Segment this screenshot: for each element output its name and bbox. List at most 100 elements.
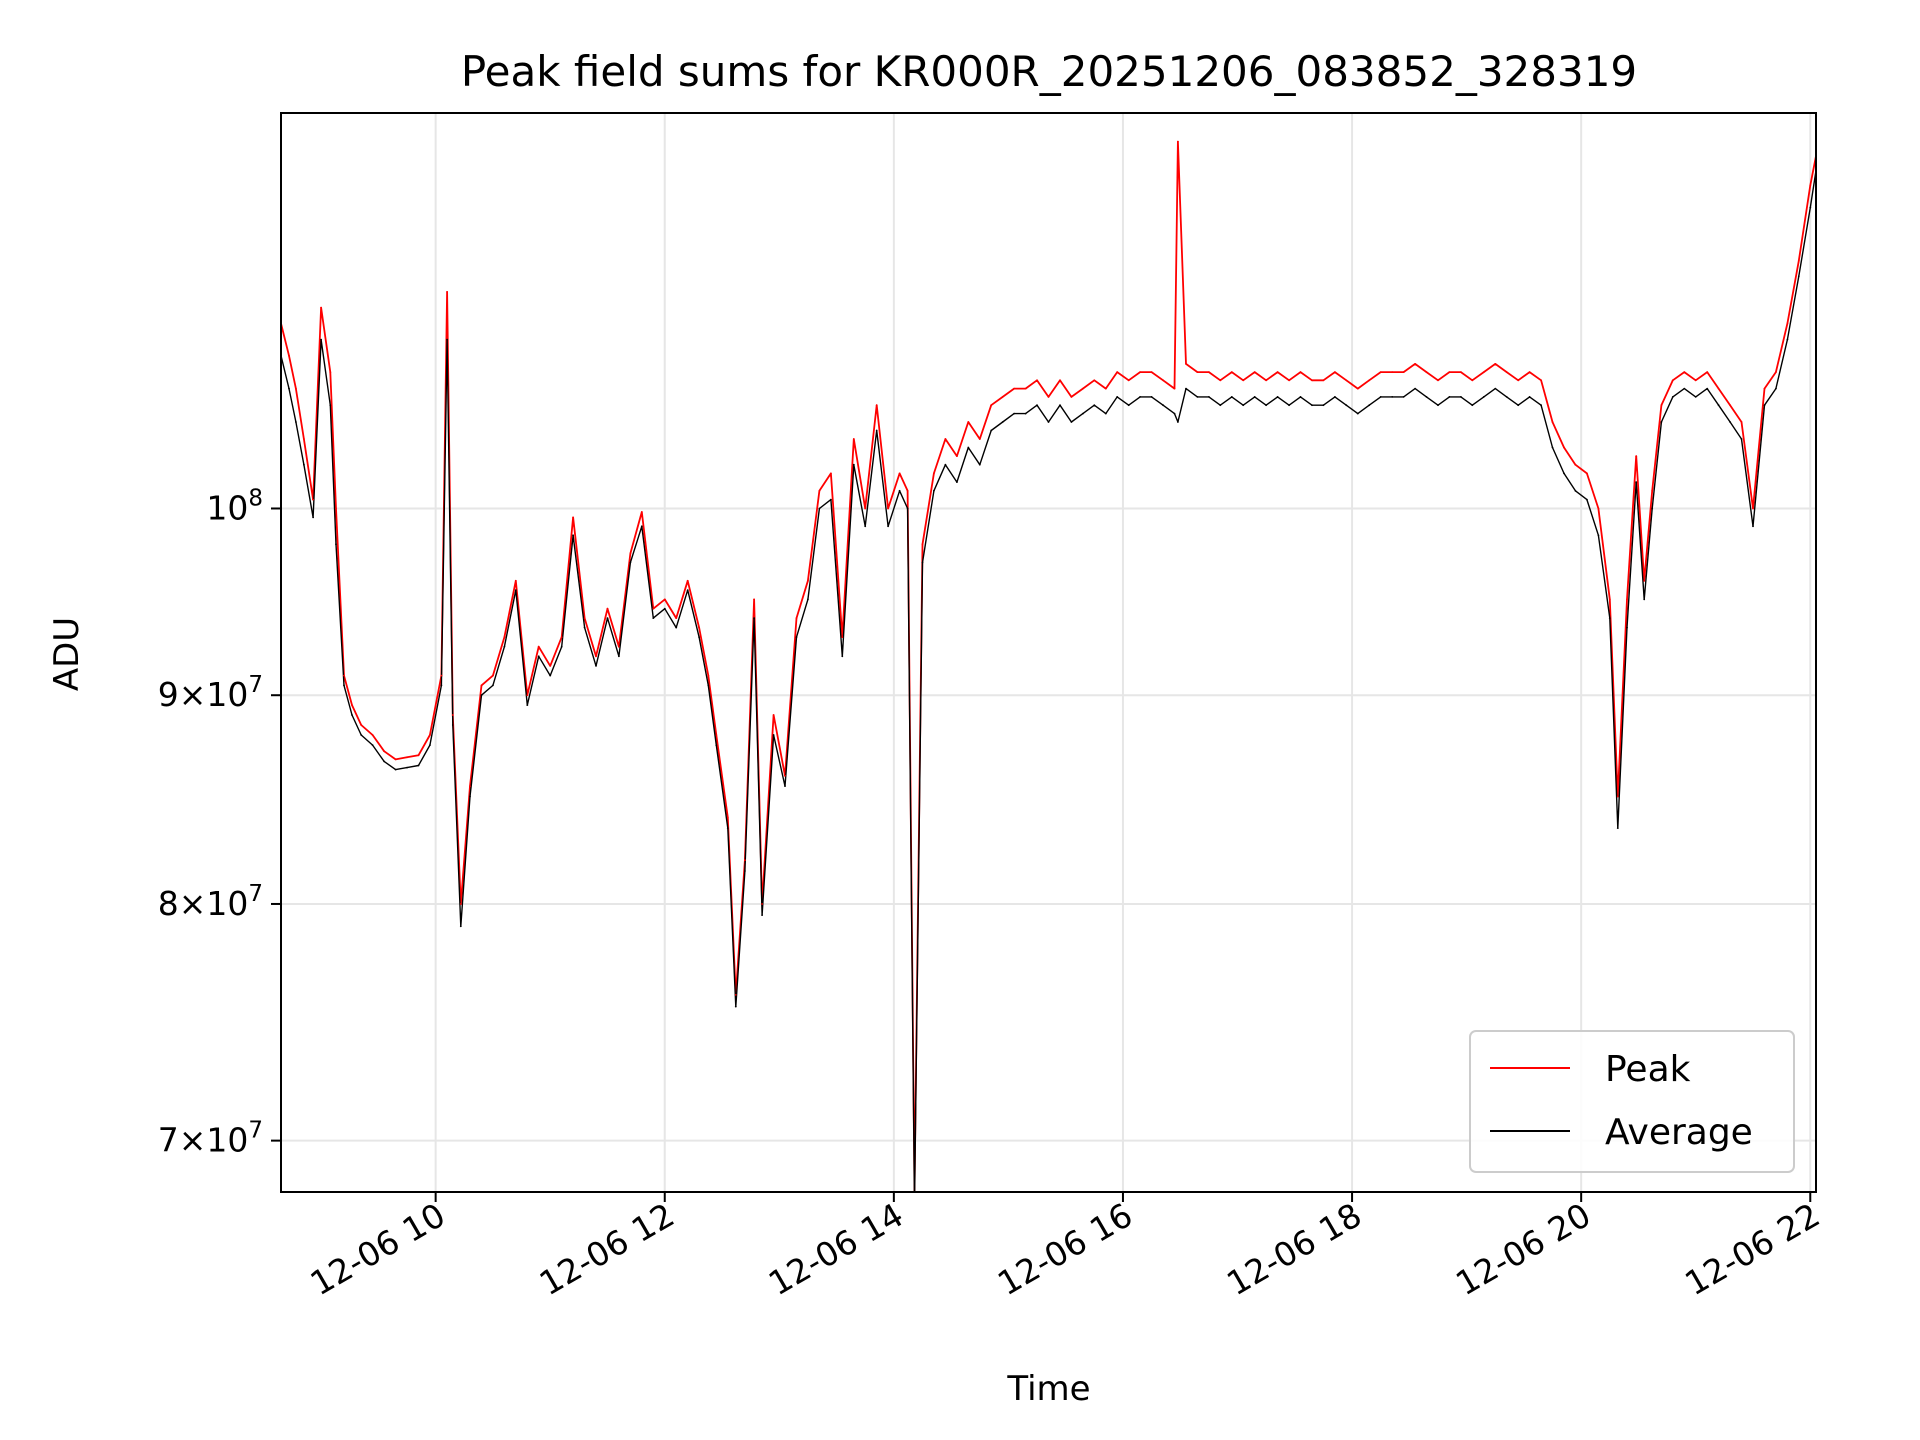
- y-tick-label: 8×107: [158, 881, 263, 923]
- data-point-average: [1608, 617, 1611, 619]
- data-point-average: [1471, 404, 1474, 407]
- data-point-average: [1276, 396, 1279, 398]
- data-point-average: [807, 598, 809, 601]
- data-point-peak: [990, 404, 993, 407]
- data-point-average: [990, 429, 993, 432]
- data-point-average: [887, 525, 889, 528]
- data-point-peak: [1379, 371, 1382, 373]
- data-point-peak: [1368, 379, 1371, 382]
- data-point-peak: [1425, 371, 1428, 373]
- data-point-average: [1185, 387, 1187, 390]
- x-axis-label: Time: [1006, 1369, 1090, 1409]
- data-point-peak: [629, 552, 632, 555]
- data-point-peak: [1460, 371, 1462, 373]
- data-point-peak: [1660, 404, 1663, 407]
- data-point-average: [288, 387, 290, 390]
- data-point-peak: [652, 607, 655, 610]
- data-point-average: [1763, 404, 1766, 407]
- data-point-average: [1425, 396, 1428, 398]
- data-point-average: [1345, 404, 1348, 407]
- data-point-peak: [537, 645, 540, 648]
- data-point-peak: [956, 455, 958, 457]
- data-point-peak: [772, 714, 775, 716]
- data-point-peak: [753, 598, 755, 601]
- data-point-peak: [640, 511, 643, 513]
- data-point-average: [394, 768, 397, 771]
- data-point-peak: [429, 734, 431, 736]
- data-point-average: [1660, 421, 1663, 423]
- data-point-average: [1013, 412, 1015, 415]
- data-point-peak: [1196, 371, 1199, 373]
- data-point-average: [1540, 404, 1542, 407]
- data-point-peak: [807, 579, 809, 582]
- data-point-average: [1001, 421, 1004, 423]
- data-point-peak: [1437, 379, 1439, 382]
- data-point-peak: [1482, 371, 1485, 373]
- data-point-peak: [715, 734, 718, 736]
- data-point-average: [480, 694, 483, 697]
- data-point-peak: [1185, 363, 1187, 365]
- data-point-peak: [1729, 404, 1731, 407]
- y-tick-label: 9×107: [158, 672, 263, 714]
- data-point-average: [446, 338, 448, 341]
- data-point-average: [1729, 421, 1731, 423]
- data-point-average: [1173, 412, 1176, 415]
- data-point-average: [933, 489, 935, 492]
- data-point-peak: [906, 489, 909, 492]
- data-point-peak: [933, 472, 935, 475]
- data-point-average: [675, 626, 678, 629]
- data-point-peak: [469, 785, 471, 787]
- data-point-average: [606, 617, 609, 619]
- data-point-average: [698, 636, 700, 638]
- data-point-peak: [978, 438, 981, 440]
- data-point-average: [921, 561, 924, 564]
- data-point-average: [1162, 404, 1164, 407]
- data-point-peak: [288, 354, 290, 357]
- data-point-peak: [1013, 387, 1015, 390]
- data-point-average: [1127, 404, 1130, 407]
- data-point-peak: [1608, 598, 1611, 601]
- data-point-average: [503, 645, 506, 648]
- data-point-average: [371, 744, 374, 746]
- data-point-average: [640, 525, 643, 528]
- data-point-peak: [492, 674, 494, 677]
- data-point-average: [618, 655, 620, 658]
- data-point-peak: [1024, 387, 1027, 390]
- data-point-average: [1356, 412, 1359, 415]
- data-point-peak: [295, 387, 297, 390]
- data-point-average: [1322, 404, 1325, 407]
- data-point-peak: [583, 617, 586, 619]
- data-point-average: [451, 724, 454, 726]
- data-point-peak: [1494, 363, 1497, 365]
- data-point-average: [898, 489, 901, 492]
- data-point-average: [1093, 404, 1096, 407]
- data-point-average: [875, 429, 878, 432]
- data-point-average: [1635, 481, 1638, 483]
- plot-frame: [280, 112, 1817, 1193]
- data-point-average: [1150, 396, 1153, 398]
- data-point-peak: [329, 371, 332, 373]
- data-point-peak: [1740, 421, 1743, 423]
- data-point-peak: [1391, 371, 1394, 373]
- data-point-average: [1551, 446, 1554, 449]
- data-point-average: [1517, 404, 1520, 407]
- data-point-peak: [1356, 387, 1359, 390]
- data-point-peak: [1127, 379, 1130, 382]
- data-point-average: [1482, 396, 1485, 398]
- data-point-average: [549, 674, 552, 677]
- data-point-peak: [1177, 140, 1179, 143]
- data-point-peak: [1276, 371, 1279, 373]
- data-point-peak: [503, 636, 506, 638]
- data-point-peak: [864, 507, 867, 510]
- data-point-peak: [440, 674, 443, 677]
- data-point-average: [1177, 421, 1179, 423]
- data-point-average: [560, 645, 563, 648]
- data-point-average: [329, 404, 332, 407]
- y-axis-label: ADU: [47, 617, 87, 691]
- data-point-peak: [1643, 579, 1646, 582]
- data-point-average: [1694, 396, 1697, 398]
- data-point-peak: [1104, 387, 1107, 390]
- data-point-average: [469, 795, 471, 798]
- data-point-average: [1494, 387, 1497, 390]
